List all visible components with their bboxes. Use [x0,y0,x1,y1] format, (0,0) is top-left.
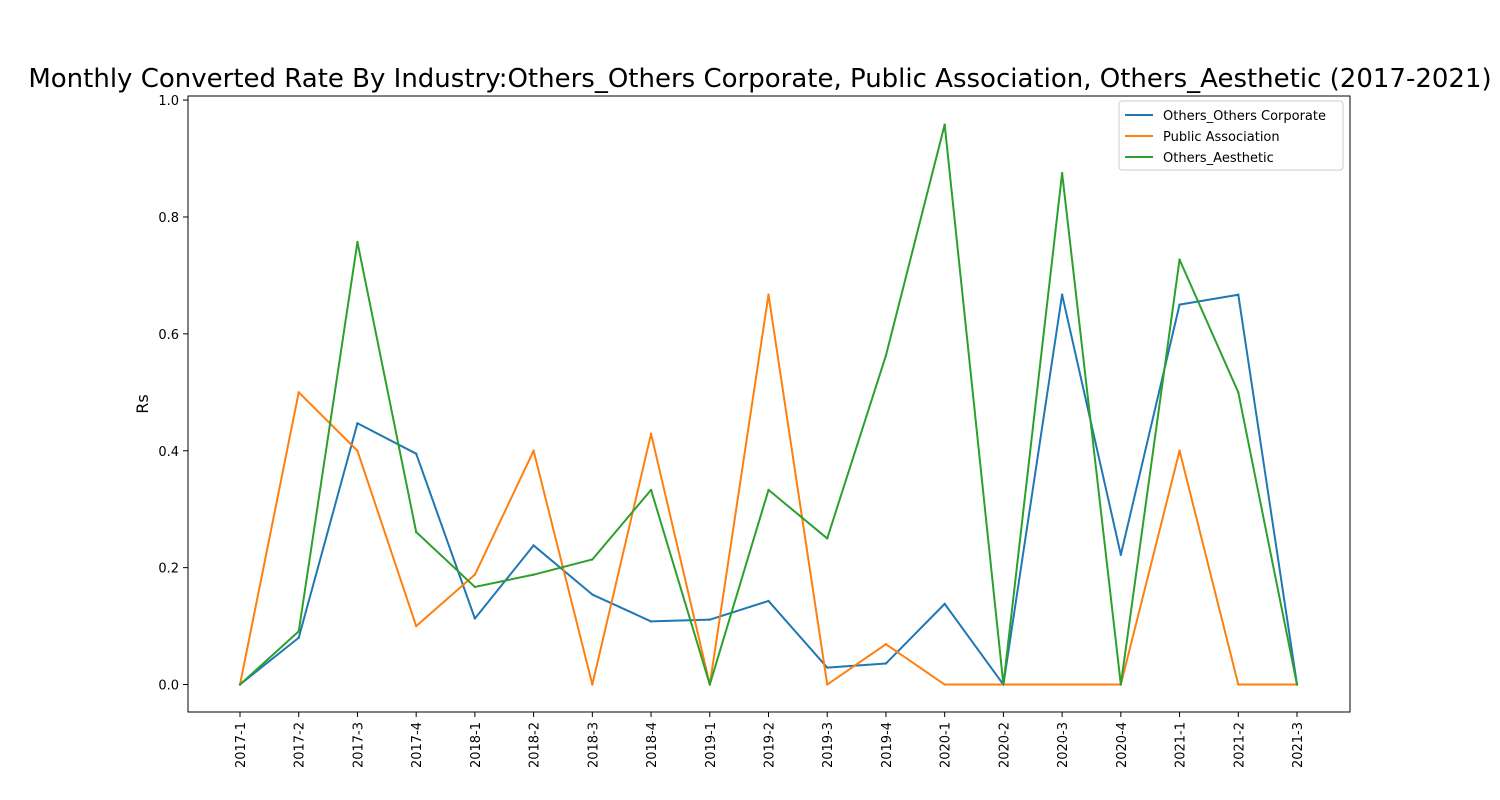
x-tick-label: 2017-3 [351,722,366,768]
data-point [473,617,477,620]
data-point [1237,391,1240,394]
x-tick-label: 2019-2 [763,722,778,768]
data-point [1119,683,1123,686]
data-point [414,452,418,455]
y-tick-label: 0.6 [158,328,179,343]
x-tick-label: 2017-4 [410,722,425,768]
data-point [356,449,359,452]
data-point [649,620,653,623]
x-tick-label: 2017-1 [234,722,249,768]
legend-label: Others_Others Corporate [1163,109,1326,124]
chart-title: Monthly Converted Rate By Industry:Other… [28,64,1491,94]
data-point [591,593,594,596]
y-tick-label: 0.4 [158,445,179,460]
data-point [943,123,946,126]
data-point [708,683,711,686]
legend-label: Public Association [1163,130,1280,145]
data-point [884,643,888,646]
data-point [826,666,829,669]
data-point [1178,258,1181,261]
data-point [238,683,242,686]
data-point [297,636,300,639]
data-point [591,558,594,561]
y-tick-label: 0.0 [158,679,179,694]
data-point [1060,293,1064,296]
data-point [708,618,711,621]
plot-frame [187,95,1351,713]
x-tick-label: 2018-4 [645,722,660,768]
y-axis-label: Rs [133,394,152,413]
data-point [1119,553,1123,556]
data-point [532,449,535,452]
x-tick-label: 2017-2 [293,722,308,768]
data-point [297,391,300,394]
data-point [649,488,653,492]
x-tick-label: 2020-3 [1056,722,1071,768]
data-point [943,683,946,686]
data-point [826,537,829,540]
x-tick-label: 2018-1 [469,722,484,768]
x-tick-label: 2020-4 [1115,722,1130,768]
data-point [473,573,477,576]
legend-box [1118,100,1344,171]
y-tick-label: 0.8 [158,211,179,226]
data-point [356,422,359,425]
data-point [884,354,888,357]
data-point [473,585,477,589]
data-point [649,432,653,436]
x-tick-label: 2021-2 [1232,722,1247,768]
y-tick-label: 0.2 [158,562,179,577]
x-tick-label: 2019-4 [880,722,895,768]
data-point [884,662,888,665]
data-point [826,683,829,686]
data-point [767,488,770,492]
x-tick-label: 2019-1 [704,722,719,768]
x-tick-label: 2019-3 [821,722,836,768]
data-point [532,544,535,547]
data-point [767,599,770,603]
data-point [1237,683,1240,686]
data-point [1060,171,1064,175]
data-point [297,630,300,633]
data-point [414,530,418,534]
data-point [1295,683,1299,686]
data-point [414,624,418,628]
y-tick-label: 1.0 [158,94,179,109]
x-tick-label: 2018-3 [586,722,601,768]
legend-label: Others_Aesthetic [1163,151,1274,166]
data-point [767,293,770,296]
x-tick-label: 2021-3 [1291,722,1306,768]
data-point [356,240,359,244]
data-point [1002,683,1005,686]
x-tick-label: 2021-1 [1174,722,1189,768]
legend: Others_Others Corporate Public Associatio… [1118,100,1344,171]
data-point [1237,293,1240,296]
data-point [591,683,594,686]
x-tick-label: 2018-2 [528,722,543,768]
data-point [1178,449,1181,452]
x-tick-label: 2020-1 [939,722,954,768]
data-point [1060,683,1064,686]
plot-area: 0.0 0.2 0.4 0.6 0.8 1.0 2017-1 2017-2 2017-3 2017… [158,94,1351,768]
data-point [1178,303,1181,306]
data-point [943,602,946,606]
data-point [532,573,535,576]
x-tick-label: 2020-2 [997,722,1012,768]
